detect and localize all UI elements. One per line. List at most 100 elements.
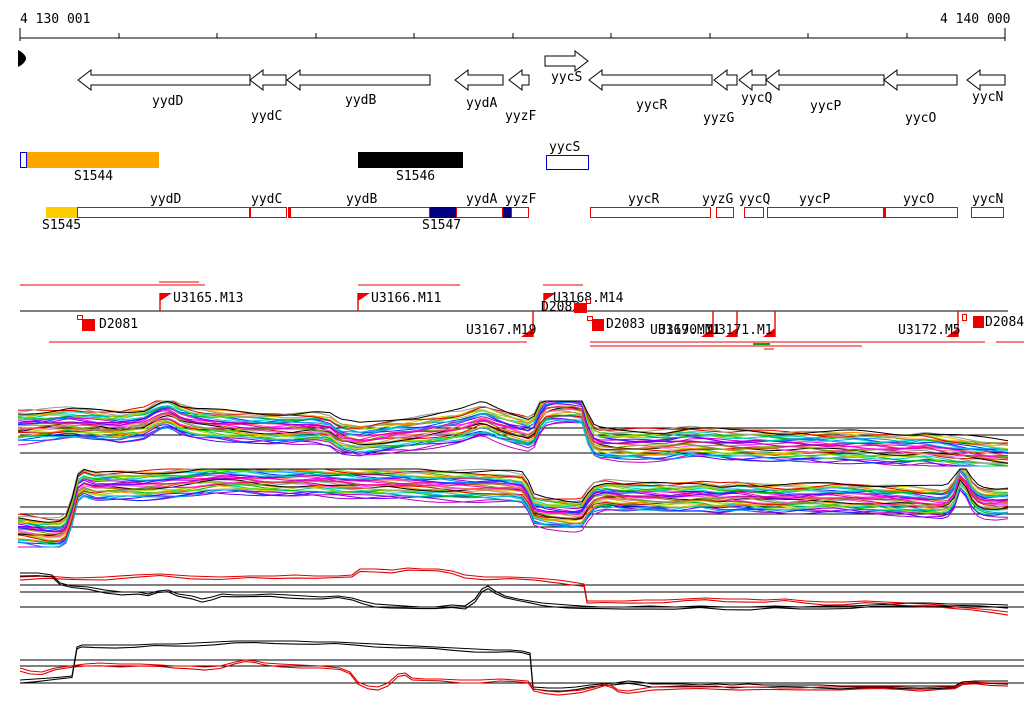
gene-arrow-yyzG[interactable] [713, 68, 738, 92]
annotation-box-yydC[interactable] [250, 207, 287, 218]
gene-label-yycS: yycS [551, 70, 583, 85]
down-flag-U3170.M1[interactable] [725, 328, 737, 337]
d-marker-D2084[interactable] [973, 316, 984, 328]
gene-label-yyzG: yyzG [703, 111, 735, 126]
segment-yycS[interactable] [546, 155, 589, 170]
annotation-label-yyzG: yyzG [702, 192, 734, 207]
track2-series [17, 486, 1009, 545]
track1-series [17, 406, 1009, 464]
annotation-label-yydA: yydA [466, 192, 498, 207]
annotation-label-yycR: yycR [628, 192, 660, 207]
d-marker-notch-D2084 [962, 314, 967, 321]
d-marker-D2081[interactable] [82, 319, 95, 331]
annotation-box-yydA[interactable] [456, 207, 503, 218]
probe-label-U3165.M13: U3165.M13 [173, 291, 244, 306]
annotation-box-yydB[interactable] [289, 207, 430, 218]
segment-label-S1547: S1547 [422, 218, 462, 233]
annotation-box-yydD[interactable] [77, 207, 250, 218]
annotation-box-yyzG[interactable] [716, 207, 734, 218]
segment-S1545[interactable] [46, 207, 77, 218]
segment-label-S1544: S1544 [74, 169, 114, 184]
up-flag-U3166.M11[interactable] [358, 293, 370, 301]
gene-arrow-yydB[interactable] [286, 68, 431, 92]
track4-series-duplicate [19, 660, 1009, 696]
probe-label-U3172.M5: U3172.M5 [898, 323, 961, 338]
annotation-label-yycO: yycO [903, 192, 935, 207]
track1-series [17, 400, 1009, 442]
segment-label-yycS: yycS [549, 140, 581, 155]
track4-series [19, 659, 1008, 693]
gene-label-yycP: yycP [810, 99, 842, 114]
down-flag-U3171.M1[interactable] [763, 328, 775, 337]
gene-label-yycQ: yycQ [741, 91, 773, 106]
probe-label-U3169.M1: U3169.M1 [650, 323, 713, 338]
gene-arrow-yyzF[interactable] [508, 68, 530, 92]
track2-series [17, 468, 1009, 523]
track1-series [17, 400, 1009, 445]
gene-arrow-yydD[interactable] [77, 68, 251, 92]
gene-label-yycR: yycR [636, 98, 668, 113]
annotation-box-yycN[interactable] [971, 207, 1004, 218]
track2-series [17, 477, 1009, 543]
probe-label-U3167.M19: U3167.M19 [466, 323, 537, 338]
segment-S1544[interactable] [27, 152, 159, 168]
annotation-divider [288, 207, 291, 218]
annotation-label-yydB: yydB [346, 192, 378, 207]
gene-arrow-yycN[interactable] [966, 68, 1006, 92]
annotation-box-yycR[interactable] [590, 207, 711, 218]
d-marker-D2083[interactable] [592, 319, 604, 331]
segment-S1546[interactable] [358, 152, 463, 168]
track1-series [17, 421, 1008, 467]
segment-segment-0[interactable] [20, 152, 27, 168]
d-marker-notch-D2081 [77, 315, 83, 320]
track2-series [17, 468, 1009, 525]
segment-label-S1546: S1546 [396, 169, 436, 184]
annotation-box-yycP[interactable] [767, 207, 884, 218]
down-flag-U3167.M19[interactable] [521, 328, 533, 337]
d-marker-notch-D2082 [586, 299, 591, 304]
probe-label-D2081: D2081 [99, 317, 139, 332]
track1-series [17, 400, 1009, 450]
probe-label-U3166.M11: U3166.M11 [371, 291, 442, 306]
annotation-label-yycN: yycN [972, 192, 1004, 207]
clipped-gene-arrow[interactable] [18, 50, 26, 67]
gene-arrow-yycS[interactable] [544, 49, 589, 73]
probe-label-U3170.M1: U3170.M1 [658, 323, 721, 338]
probe-label-U3168.M14: U3168.M14 [553, 292, 623, 305]
annotation-box-yycO[interactable] [884, 207, 958, 218]
segment-navy-1[interactable] [503, 207, 511, 218]
gene-arrow-yycR[interactable] [588, 68, 713, 92]
track4-series-duplicate [19, 642, 1009, 692]
track1-series [17, 401, 1009, 455]
gene-arrow-yycP[interactable] [765, 68, 885, 92]
down-flag-U3169.M1[interactable] [701, 328, 713, 337]
track1-series [17, 408, 1009, 458]
d-marker-notch-D2083 [587, 316, 593, 321]
track3-series-duplicate [19, 575, 1009, 611]
track3-series [19, 567, 1009, 613]
gene-label-yydA: yydA [466, 96, 498, 111]
track2-series [18, 470, 1009, 524]
gene-label-yydB: yydB [345, 93, 377, 108]
up-flag-U3165.M13[interactable] [160, 293, 172, 301]
probe-label-D2084: D2084 [985, 315, 1024, 330]
down-flag-U3172.M5[interactable] [946, 328, 958, 337]
track2-series [18, 468, 1009, 519]
gene-label-yyzF: yyzF [505, 109, 537, 124]
annotation-box-yyzF[interactable] [511, 207, 529, 218]
up-flag-U3168.M14[interactable] [544, 293, 556, 301]
probe-label-U3171.M1: U3171.M1 [710, 323, 773, 338]
d-marker-D2082[interactable] [574, 303, 587, 313]
gene-arrow-yycO[interactable] [883, 68, 958, 92]
segment-S1547[interactable] [430, 207, 456, 218]
annotation-label-yycQ: yycQ [739, 192, 771, 207]
annotation-divider [883, 207, 886, 218]
gene-arrow-yydC[interactable] [249, 68, 287, 92]
gene-arrow-yydA[interactable] [454, 68, 504, 92]
gene-arrow-yycQ[interactable] [738, 68, 767, 92]
track1-series [17, 401, 1009, 459]
annotation-box-yycQ[interactable] [744, 207, 764, 218]
gene-label-yydC: yydC [251, 109, 283, 124]
